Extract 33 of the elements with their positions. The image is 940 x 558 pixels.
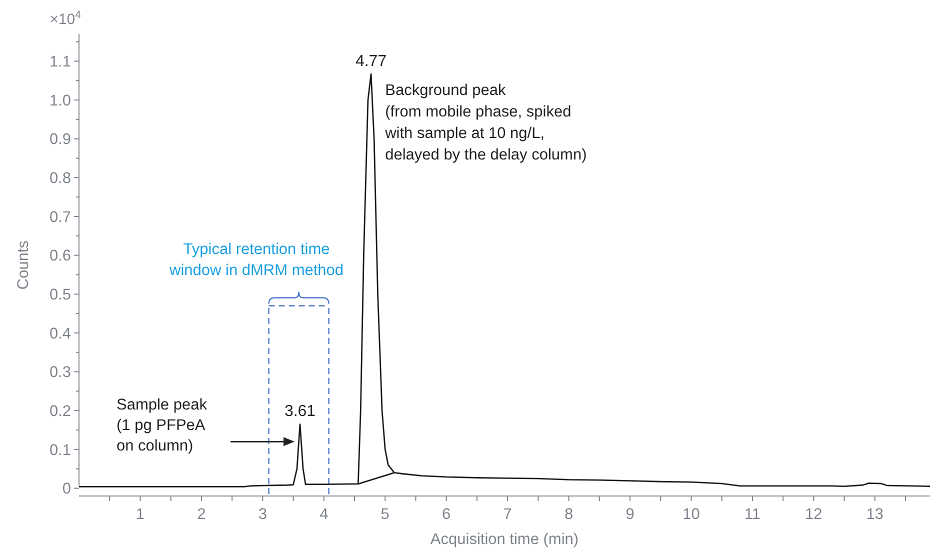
x-tick-label: 4 (320, 506, 329, 523)
x-tick-label: 1 (136, 506, 145, 523)
y-tick-label: 0.3 (49, 364, 71, 382)
y-tick-label: 0 (62, 480, 72, 498)
x-tick-label: 9 (626, 506, 634, 523)
annotation: Background peak (from mobile phase, spiked with sample at 10 ng/L, delayed by the delay column) (384, 82, 587, 164)
y-tick-label: 0.1 (49, 442, 71, 459)
x-axis-title: Acquisition time (min) (430, 531, 579, 548)
x-tick-label: 11 (744, 506, 760, 523)
annotation: Typical retention time window in dMRM method (168, 240, 344, 279)
x-tick-label: 13 (866, 506, 884, 523)
x-tick-label: 7 (503, 506, 512, 523)
y-tick-label: 1.1 (49, 54, 71, 71)
x-tick-label: 3 (258, 506, 267, 523)
text: ×10$^{4}$ (50, 9, 82, 28)
y-tick-label: 0.7 (49, 208, 71, 226)
x-tick-label: 8 (564, 506, 574, 523)
x-tick-label: 6 (442, 506, 451, 523)
y-tick-label: 1.0 (49, 92, 72, 110)
y-axis-title: Counts (15, 240, 32, 290)
annotation: Sample peak (1 pg PFPeA on column) (116, 396, 208, 455)
y-tick-label: 0.6 (49, 248, 71, 265)
y-tick-label: 0.5 (49, 286, 71, 304)
annotation: 4.77 (355, 52, 387, 70)
y-tick-label: 0.8 (49, 170, 71, 188)
y-tick-label: 0.4 (49, 325, 72, 342)
y-tick-label: 0.2 (49, 403, 71, 420)
x-tick-label: 12 (805, 506, 822, 523)
annotation: 3.61 (284, 403, 316, 420)
y-tick-label: 0.9 (49, 131, 71, 148)
x-tick-label: 5 (380, 506, 390, 523)
x-tick-label: 10 (682, 506, 700, 523)
x-tick-label: 2 (197, 506, 206, 523)
